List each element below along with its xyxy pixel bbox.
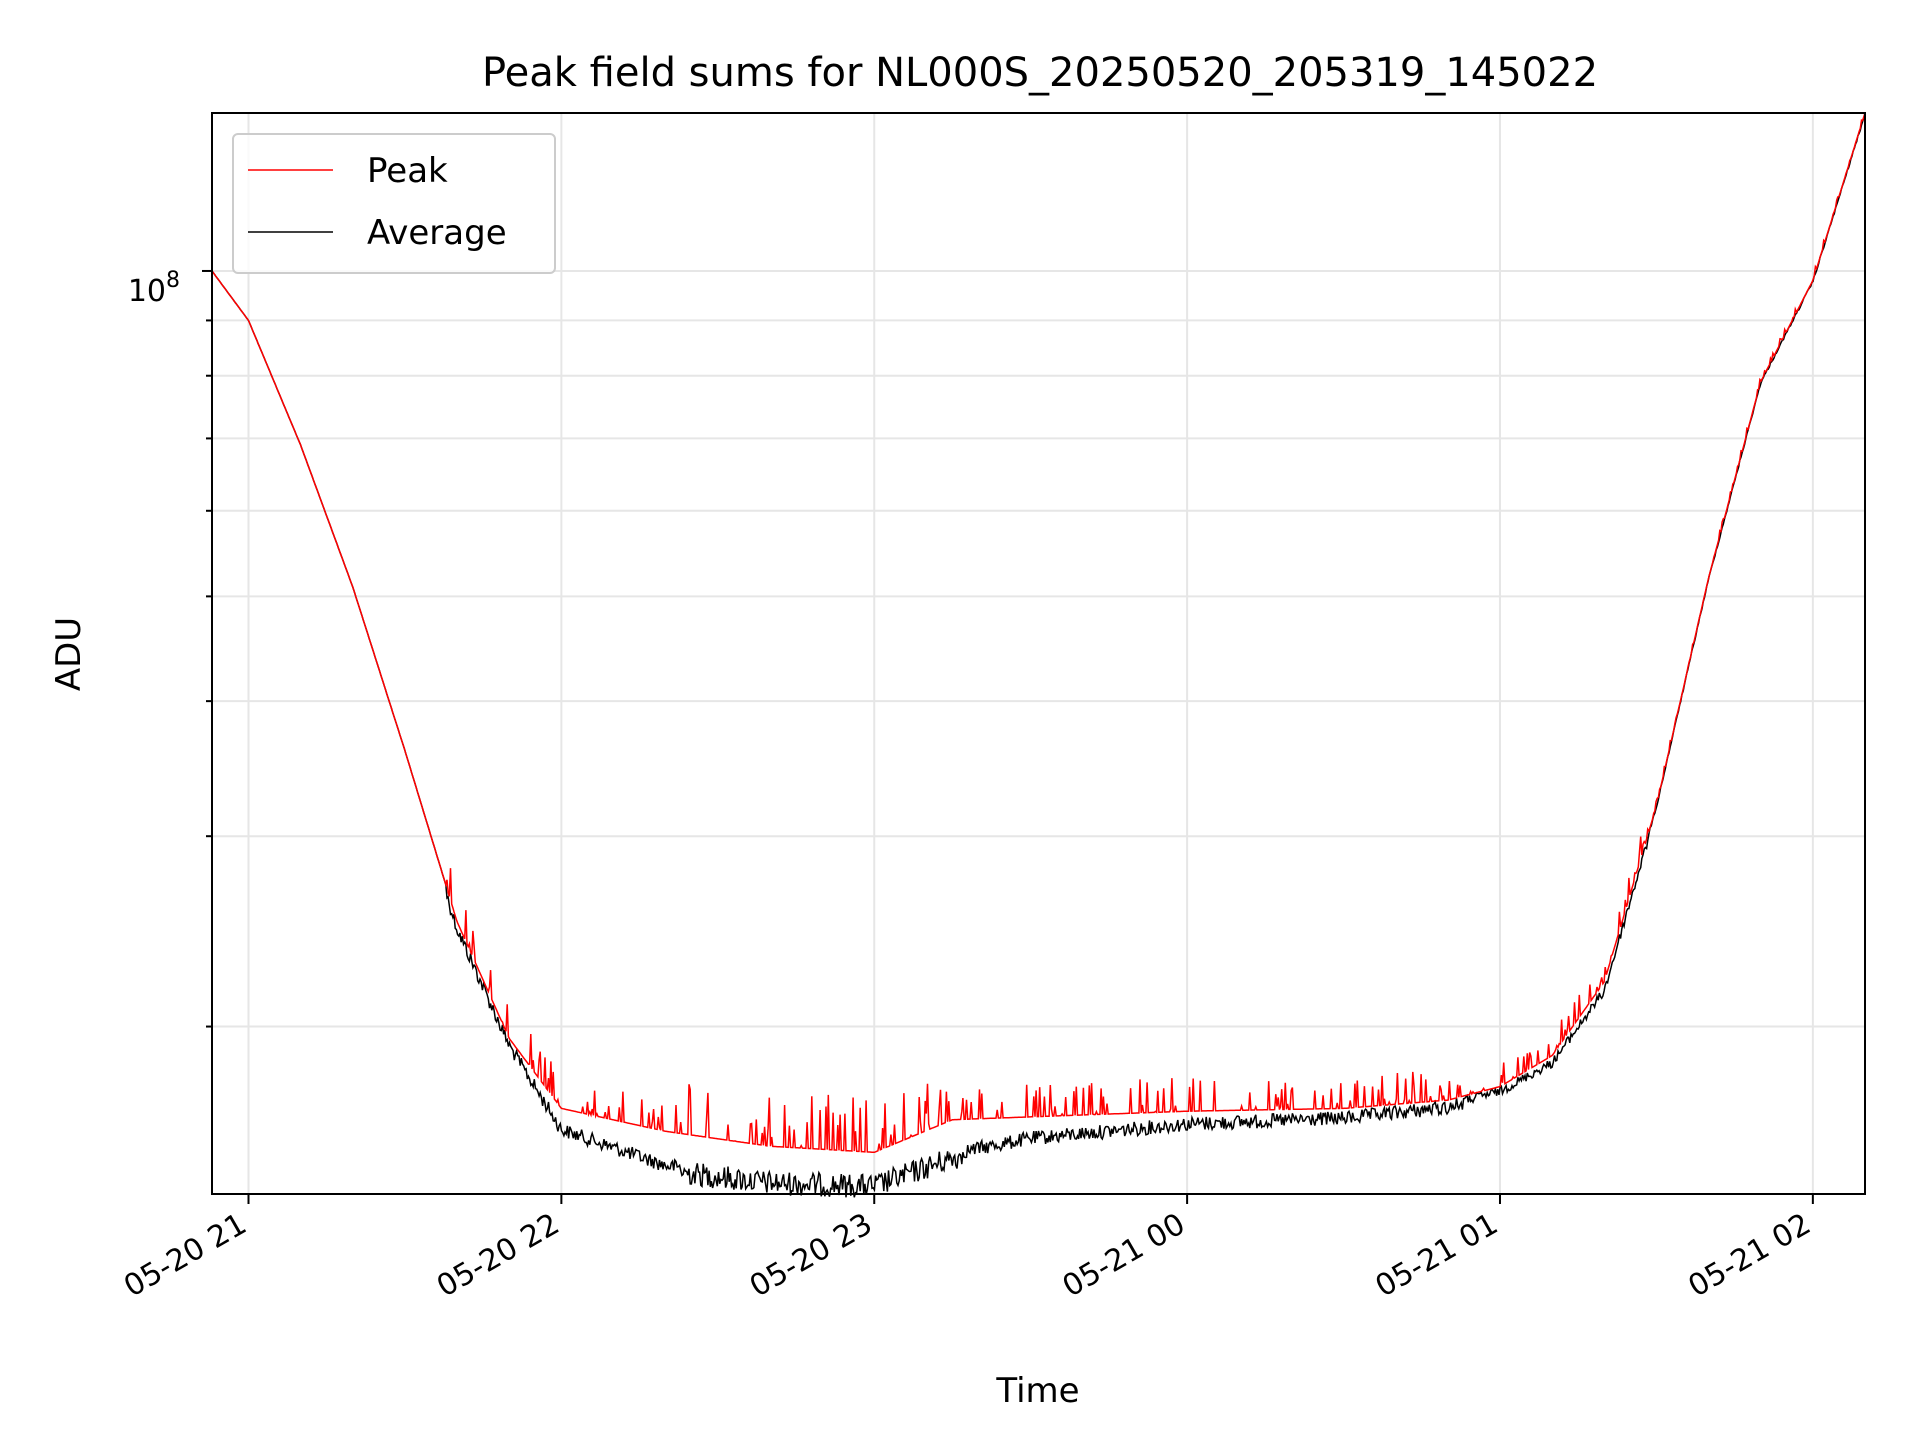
y-tick-exponent: 8 — [166, 268, 180, 293]
plot-frame — [211, 112, 1866, 1195]
y-axis: 108 — [128, 268, 212, 1028]
legend-label-peak: Peak — [367, 151, 448, 191]
x-axis-label: Time — [995, 1371, 1079, 1411]
legend: Peak Average — [232, 133, 556, 274]
series-line-average — [211, 113, 1866, 1198]
legend-box — [232, 133, 556, 274]
y-axis-label: ADU — [49, 617, 89, 691]
series-line-peak — [211, 112, 1866, 1154]
chart-title: Peak field sums for NL000S_20250520_2053… — [482, 50, 1598, 96]
y-tick-label: 108 — [128, 268, 180, 309]
series-group — [211, 112, 1866, 1198]
y-tick-base: 10 — [128, 274, 166, 309]
legend-label-average: Average — [367, 213, 507, 253]
